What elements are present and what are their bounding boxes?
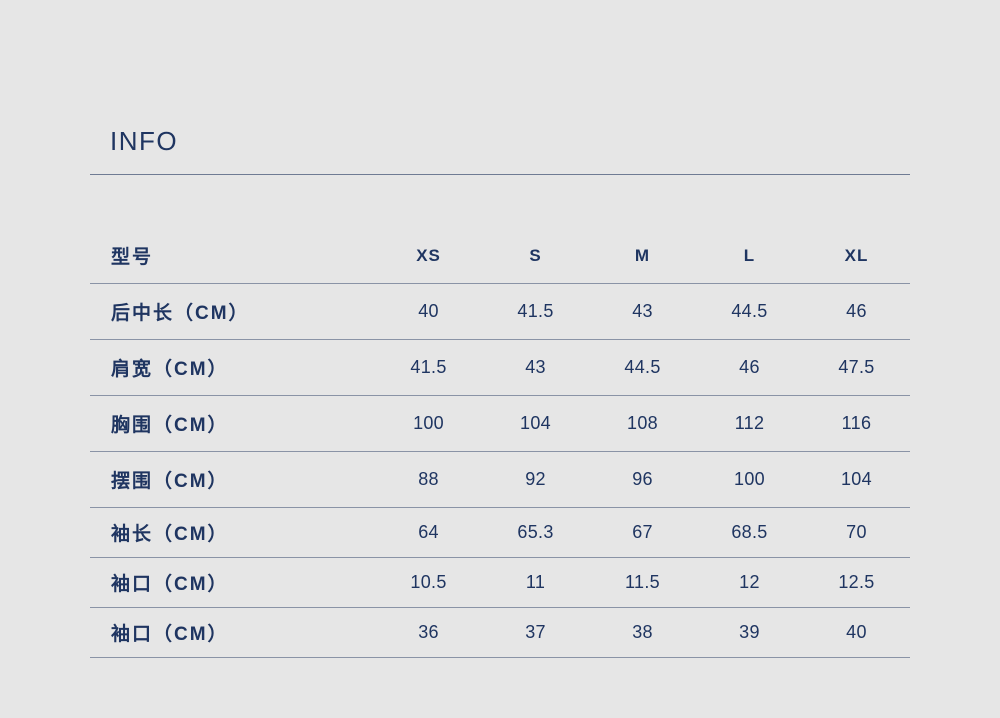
table-cell: 11.5	[625, 572, 660, 592]
row-label: 袖口（CM）	[111, 624, 229, 645]
table-cell: 40	[846, 622, 867, 642]
table-cell: 96	[632, 469, 653, 489]
row-label: 袖口（CM）	[111, 574, 229, 595]
table-cell: 88	[418, 469, 439, 489]
row-label: 袖长（CM）	[111, 524, 229, 545]
header-size-xl: XL	[844, 245, 869, 265]
table-cell: 10.5	[410, 572, 447, 592]
table-cell: 108	[627, 413, 658, 433]
header-size-xs: XS	[416, 245, 441, 265]
row-label: 后中长（CM）	[111, 303, 250, 324]
table-cell: 104	[841, 469, 872, 489]
header-size-m: M	[634, 245, 651, 265]
table-cell: 100	[413, 413, 444, 433]
table-cell: 100	[734, 469, 765, 489]
table-row: 后中长（CM） 40 41.5 43 44.5 46	[90, 284, 910, 340]
row-label: 摆围（CM）	[111, 471, 229, 492]
table-cell: 44.5	[731, 301, 768, 321]
table-cell: 12.5	[838, 572, 875, 592]
table-cell: 37	[525, 622, 546, 642]
table-cell: 46	[739, 357, 760, 377]
table-cell: 68.5	[731, 522, 768, 542]
table-row: 肩宽（CM） 41.5 43 44.5 46 47.5	[90, 340, 910, 396]
table-row: 袖口（CM） 10.5 11 11.5 12 12.5	[90, 558, 910, 608]
title-divider	[90, 174, 910, 175]
table-header-row: 型号 XS S M L XL	[90, 228, 910, 284]
table-cell: 40	[418, 301, 439, 321]
table-cell: 38	[632, 622, 653, 642]
table-cell: 44.5	[624, 357, 661, 377]
row-label: 胸围（CM）	[111, 415, 229, 436]
table-cell: 112	[734, 413, 765, 433]
table-cell: 92	[525, 469, 546, 489]
table-cell: 39	[739, 622, 760, 642]
table-cell: 70	[846, 522, 867, 542]
table-cell: 116	[841, 413, 872, 433]
row-label: 肩宽（CM）	[111, 359, 229, 380]
table-row: 摆围（CM） 88 92 96 100 104	[90, 452, 910, 508]
table-cell: 46	[846, 301, 867, 321]
table-cell: 65.3	[517, 522, 554, 542]
header-label: 型号	[111, 247, 154, 268]
page-title: INFO	[110, 126, 179, 156]
table-cell: 104	[520, 413, 551, 433]
table-cell: 11	[525, 572, 546, 592]
size-table: 型号 XS S M L XL 后中长（CM） 40 41.5 43 44.5 4…	[90, 228, 910, 658]
table-row: 袖口（CM） 36 37 38 39 40	[90, 608, 910, 658]
table-cell: 41.5	[517, 301, 554, 321]
table-row: 袖长（CM） 64 65.3 67 68.5 70	[90, 508, 910, 558]
table-cell: 43	[525, 357, 546, 377]
table-cell: 67	[632, 522, 653, 542]
table-row: 胸围（CM） 100 104 108 112 116	[90, 396, 910, 452]
header-size-l: L	[743, 245, 756, 265]
table-cell: 47.5	[838, 357, 875, 377]
table-cell: 41.5	[410, 357, 447, 377]
table-cell: 36	[418, 622, 439, 642]
table-cell: 64	[418, 522, 439, 542]
table-cell: 12	[739, 572, 760, 592]
table-cell: 43	[632, 301, 653, 321]
header-size-s: S	[529, 245, 542, 265]
